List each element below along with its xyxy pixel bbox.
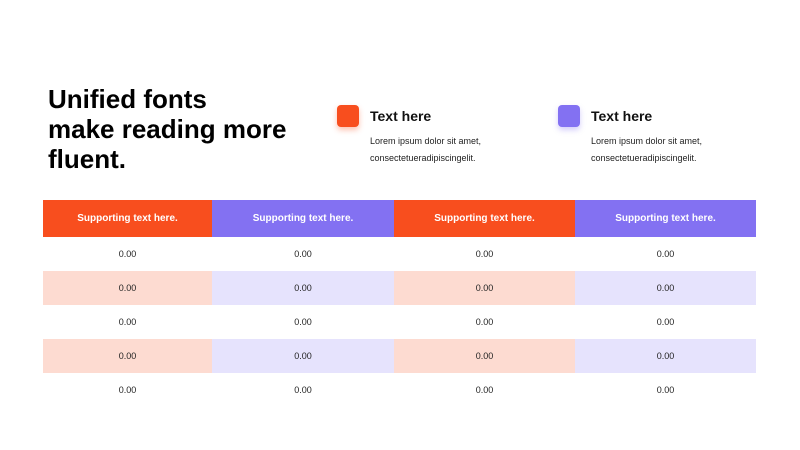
table-cell: 0.00	[212, 305, 394, 339]
table-cell: 0.00	[394, 373, 575, 407]
table-row: 0.00 0.00 0.00 0.00	[43, 305, 756, 339]
table-cell: 0.00	[43, 373, 212, 407]
slide-title-line-2: make reading more	[48, 114, 287, 144]
table-row: 0.00 0.00 0.00 0.00	[43, 373, 756, 407]
feature-body-line-1: Lorem ipsum dolor sit amet,	[591, 136, 703, 146]
table-header-row: Supporting text here. Supporting text her…	[43, 200, 756, 237]
data-table: Supporting text here. Supporting text her…	[43, 200, 756, 407]
orange-square-icon	[337, 105, 359, 127]
feature-title: Text here	[370, 108, 432, 124]
purple-square-icon	[558, 105, 580, 127]
table-cell: 0.00	[212, 339, 394, 373]
column-header: Supporting text here.	[575, 200, 756, 237]
table-cell: 0.00	[394, 305, 575, 339]
column-header: Supporting text here.	[212, 200, 394, 237]
slide-title-line-1: Unified fonts	[48, 84, 207, 114]
table-cell: 0.00	[575, 305, 756, 339]
slide-title-line-3: fluent.	[48, 144, 126, 174]
table-cell: 0.00	[575, 373, 756, 407]
feature-body: Lorem ipsum dolor sit amet, consectetuer…	[370, 133, 481, 167]
table-cell: 0.00	[43, 305, 212, 339]
table-row: 0.00 0.00 0.00 0.00	[43, 339, 756, 373]
table-cell: 0.00	[394, 237, 575, 271]
table-body: 0.00 0.00 0.00 0.00 0.00 0.00 0.00 0.00 0.00 0.00…	[43, 237, 756, 407]
table-cell: 0.00	[43, 339, 212, 373]
feature-body-line-2: consectetueradipiscingelit.	[591, 153, 697, 163]
table-cell: 0.00	[575, 271, 756, 305]
table-cell: 0.00	[212, 237, 394, 271]
feature-body-line-1: Lorem ipsum dolor sit amet,	[370, 136, 482, 146]
slide-title: Unified fonts make reading more fluent.	[48, 84, 328, 174]
column-header: Supporting text here.	[394, 200, 575, 237]
table-row: 0.00 0.00 0.00 0.00	[43, 237, 756, 271]
feature-body: Lorem ipsum dolor sit amet, consectetuer…	[591, 133, 702, 167]
table-row: 0.00 0.00 0.00 0.00	[43, 271, 756, 305]
table-cell: 0.00	[394, 271, 575, 305]
column-header: Supporting text here.	[43, 200, 212, 237]
table-cell: 0.00	[212, 373, 394, 407]
table-cell: 0.00	[212, 271, 394, 305]
table-cell: 0.00	[575, 237, 756, 271]
table-cell: 0.00	[575, 339, 756, 373]
table-cell: 0.00	[394, 339, 575, 373]
feature-title: Text here	[591, 108, 653, 124]
table-cell: 0.00	[43, 271, 212, 305]
table-cell: 0.00	[43, 237, 212, 271]
feature-body-line-2: consectetueradipiscingelit.	[370, 153, 476, 163]
